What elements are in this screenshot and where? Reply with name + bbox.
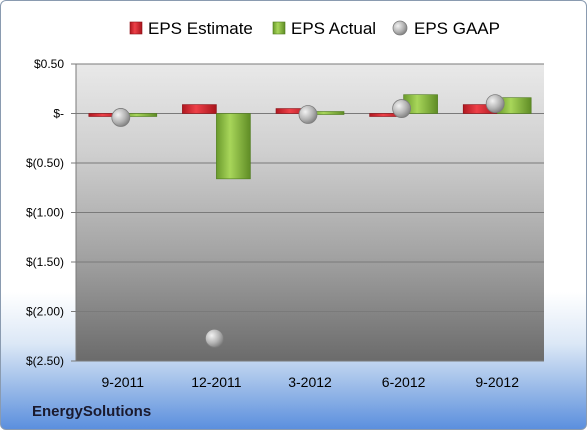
eps-gaap-point <box>392 99 412 118</box>
eps-gaap-point <box>485 94 505 113</box>
x-tick-label: 9-2011 <box>102 374 145 390</box>
eps-estimate-bar <box>182 104 217 114</box>
eps-actual-bar <box>216 113 251 180</box>
eps-gaap-point <box>111 108 131 127</box>
eps-gaap-point <box>298 105 318 124</box>
x-tick-label: 9-2012 <box>475 374 519 390</box>
x-tick-label: 3-2012 <box>288 374 332 390</box>
x-tick-label: 6-2012 <box>382 374 426 390</box>
y-tick-label: $(0.50) <box>26 156 64 170</box>
y-tick-label: $- <box>53 107 64 121</box>
y-tick-label: $(1.00) <box>26 206 64 220</box>
legend-estimate-swatch <box>129 21 143 35</box>
eps-gaap-point <box>204 328 224 348</box>
legend-gaap-swatch <box>392 20 408 36</box>
y-tick-label: $(1.50) <box>26 255 64 269</box>
y-tick-label: $0.50 <box>34 57 64 71</box>
legend-actual-swatch <box>272 21 286 35</box>
y-tick-label: $(2.50) <box>26 354 64 368</box>
legend-actual-label: EPS Actual <box>291 19 376 38</box>
x-tick-label: 12-2011 <box>191 374 242 390</box>
legend-estimate-label: EPS Estimate <box>148 19 253 38</box>
y-tick-label: $(2.00) <box>26 305 64 319</box>
company-name: EnergySolutions <box>32 403 152 420</box>
legend-gaap-label: EPS GAAP <box>414 19 500 38</box>
